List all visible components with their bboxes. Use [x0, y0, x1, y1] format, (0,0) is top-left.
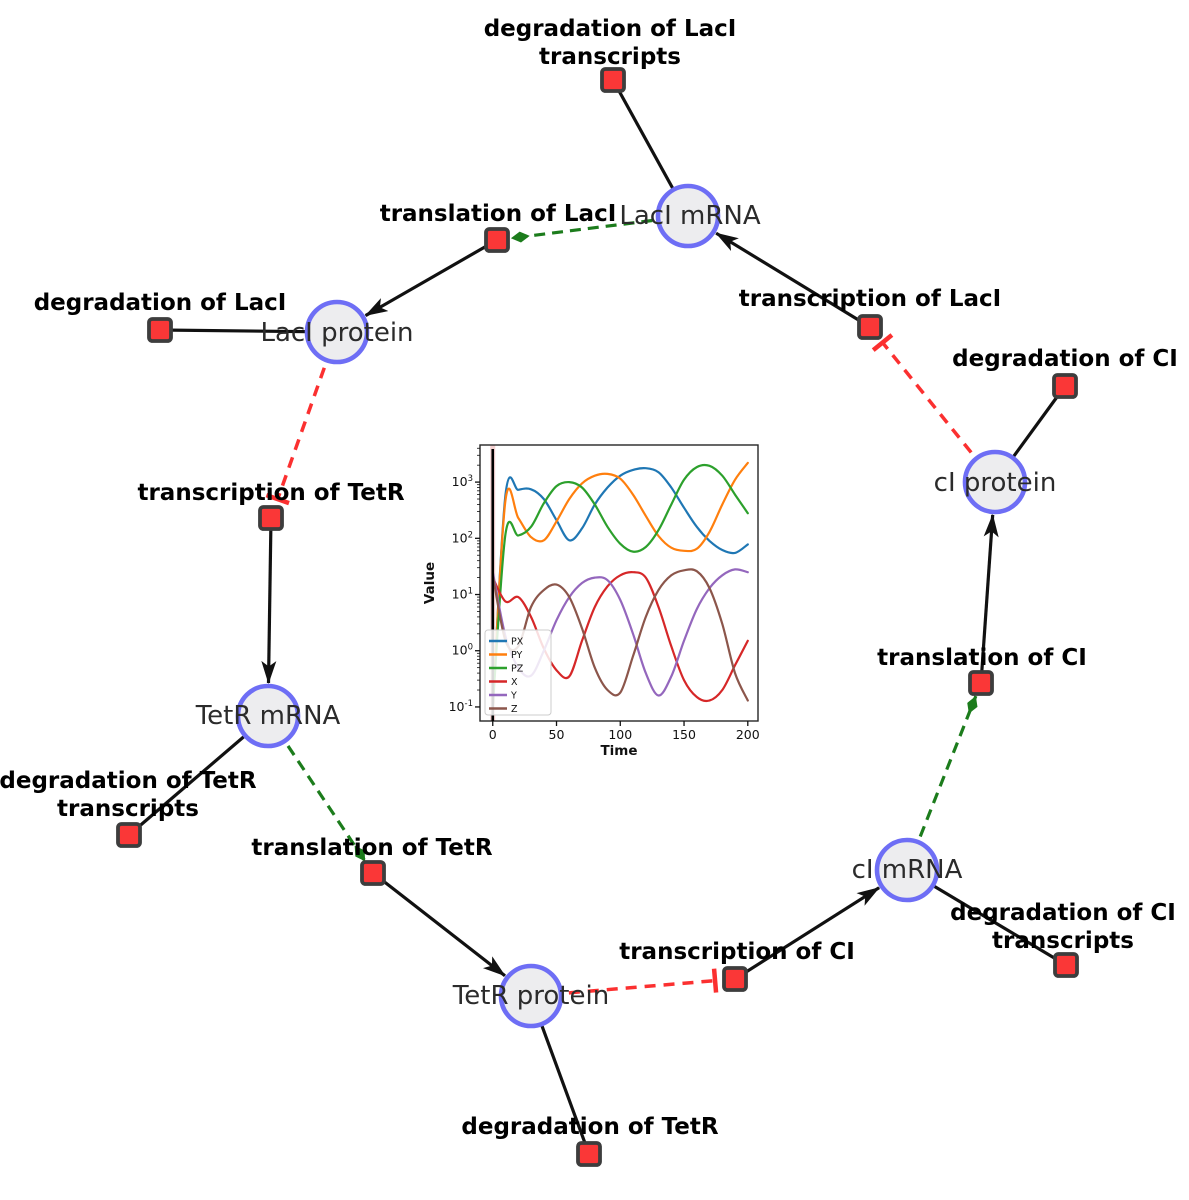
chart-legend: PX PY PZ XYZ [484, 629, 552, 716]
x-tick-label: 200 [736, 727, 760, 742]
reaction-node-degradation-of-laci[interactable] [147, 317, 173, 343]
reaction-node-translation-of-ci[interactable] [968, 670, 994, 696]
reaction-node-transcription-of-ci[interactable] [722, 966, 748, 992]
legend-label-X: X [511, 677, 518, 688]
series-Z [491, 568, 749, 702]
edge-arrow-translation-of-ci-to-ci-protein [979, 513, 999, 684]
legend-label-PZ: PZ [511, 664, 524, 675]
reaction-node-translation-of-tetr[interactable] [360, 860, 386, 886]
series-PZ [491, 463, 749, 708]
reaction-node-degradation-of-ci[interactable] [1052, 373, 1078, 399]
species-node-tetr-protein[interactable] [498, 963, 564, 1029]
reaction-label-degradation-of-laci-transcripts: transcripts [539, 44, 681, 70]
series-X [491, 571, 749, 703]
reaction-node-degradation-of-laci-transcripts[interactable] [600, 67, 626, 93]
species-node-laci-mrna[interactable] [655, 183, 721, 249]
species-label-ci-mrna: cI mRNA [852, 855, 963, 885]
edge-arrow-transcription-of-tetr-to-tetr-mrna [261, 517, 277, 685]
species-label-ci-protein: cI protein [934, 468, 1057, 498]
y-tick-label: 10-1 [449, 699, 473, 714]
species-node-laci-protein[interactable] [304, 299, 370, 365]
edge-arrow-translation-of-laci-to-laci-protein [364, 238, 498, 317]
reaction-label-transcription-of-laci: transcription of LacI [739, 286, 1002, 312]
reaction-label-transcription-of-tetr: transcription of TetR [137, 480, 404, 506]
reaction-label-degradation-of-tetr-transcripts: transcripts [57, 796, 199, 822]
edge-inhibition-tetr-protein-to-transcription-of-ci [530, 968, 719, 998]
edge-arrow-translation-of-tetr-to-tetr-protein [372, 871, 506, 977]
labels-layer: degradation of LacItranscriptstranslatio… [0, 16, 1178, 1140]
reaction-label-translation-of-tetr: translation of TetR [251, 835, 492, 861]
species-label-laci-mrna: LacI mRNA [619, 201, 760, 231]
reaction-label-degradation-of-laci-transcripts: degradation of LacI [484, 16, 737, 42]
edge-catalysis-ci-mrna-to-translation-of-ci [905, 695, 978, 871]
species-label-tetr-protein: TetR protein [452, 981, 609, 1011]
reaction-node-transcription-of-tetr[interactable] [258, 505, 284, 531]
species-label-laci-protein: LacI protein [260, 318, 413, 348]
reaction-label-translation-of-laci: translation of LacI [380, 201, 617, 227]
timecourse-chart: 10-1 100 101 102 103 0 50 100 150 200 PX PY PZ XYZ Tim… [422, 444, 760, 759]
legend-label-PX: PX [511, 637, 524, 648]
reaction-nodes-layer [116, 67, 1079, 1167]
species-label-tetr-mrna: TetR mRNA [195, 701, 341, 731]
reaction-label-degradation-of-ci-transcripts: transcripts [992, 928, 1134, 954]
x-axis-title: Time [600, 743, 637, 759]
legend-label-PY: PY [511, 650, 523, 661]
edge-arrow-transcription-of-laci-to-laci-mrna [715, 231, 871, 329]
x-tick-label: 150 [672, 727, 696, 742]
x-tick-label: 0 [489, 727, 497, 742]
reaction-node-transcription-of-laci[interactable] [857, 314, 883, 340]
x-tick-label: 50 [549, 727, 565, 742]
series-PX [491, 467, 749, 708]
reaction-label-degradation-of-laci: degradation of LacI [34, 290, 287, 316]
reaction-label-transcription-of-ci: transcription of CI [619, 939, 855, 965]
x-tick-label: 100 [608, 727, 632, 742]
reaction-node-translation-of-laci[interactable] [484, 227, 510, 253]
legend-label-Z: Z [511, 704, 518, 715]
y-tick-label: 100 [452, 643, 473, 658]
edge-arrow-transcription-of-ci-to-ci-mrna [734, 886, 880, 981]
plot-frame [479, 444, 759, 722]
reaction-label-degradation-of-tetr-transcripts: degradation of TetR [0, 768, 257, 794]
species-nodes-layer [235, 183, 1028, 1029]
y-tick-label: 102 [452, 530, 473, 545]
edge-catalysis-laci-mrna-to-translation-of-laci [510, 214, 689, 243]
reaction-label-degradation-of-ci: degradation of CI [952, 346, 1178, 372]
reaction-label-translation-of-ci: translation of CI [877, 645, 1087, 671]
y-tick-label: 101 [452, 587, 473, 602]
legend-label-Y: Y [510, 691, 517, 702]
reaction-label-degradation-of-tetr: degradation of TetR [461, 1114, 718, 1140]
reaction-label-degradation-of-ci-transcripts: degradation of CI [950, 900, 1176, 926]
species-node-ci-mrna[interactable] [874, 837, 940, 903]
edge-catalysis-tetr-mrna-to-translation-of-tetr [266, 715, 367, 863]
y-axis-title: Value [422, 562, 438, 604]
species-node-tetr-mrna[interactable] [235, 683, 301, 749]
reaction-node-degradation-of-tetr[interactable] [576, 1141, 602, 1167]
reaction-node-degradation-of-ci-transcripts[interactable] [1053, 952, 1079, 978]
reaction-node-degradation-of-tetr-transcripts[interactable] [116, 822, 142, 848]
species-node-ci-protein[interactable] [962, 449, 1028, 515]
y-tick-label: 103 [452, 474, 473, 489]
